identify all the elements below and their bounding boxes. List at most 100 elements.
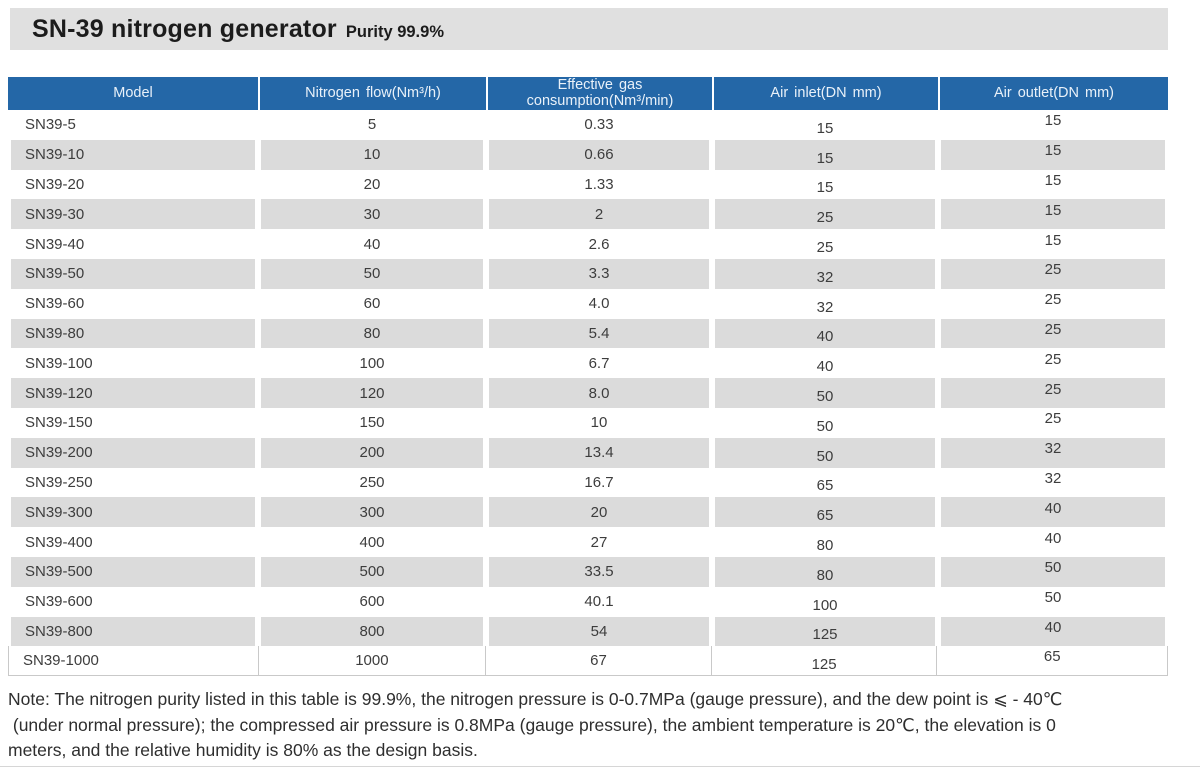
cell-air-inlet: 100 <box>712 586 938 617</box>
cell-air-inlet: 80 <box>712 556 938 587</box>
header-consumption: Effective gas consumption(Nm³/min) <box>486 77 712 110</box>
cell-air-outlet: 65 <box>937 646 1168 676</box>
cell-model: SN39-60 <box>8 288 258 319</box>
cell-model: SN39-250 <box>8 467 258 498</box>
cell-consumption: 6.7 <box>486 348 712 379</box>
table-row: SN39-600 600 40.1 100 50 <box>8 586 1168 617</box>
cell-consumption: 4.0 <box>486 288 712 319</box>
cell-air-inlet: 15 <box>712 169 938 200</box>
table-row: SN39-150 150 10 50 25 <box>8 407 1168 438</box>
cell-air-outlet: 25 <box>938 348 1168 379</box>
table-row: SN39-5 5 0.33 15 15 <box>8 110 1168 140</box>
cell-flow: 1000 <box>258 646 487 676</box>
cell-consumption: 13.4 <box>486 437 712 468</box>
page-title: SN-39 nitrogen generator <box>32 14 337 43</box>
cell-flow: 60 <box>258 288 486 319</box>
cell-air-outlet: 40 <box>938 527 1168 557</box>
table-row: SN39-800 800 54 125 40 <box>8 616 1168 647</box>
table-header-row: Model Nitrogen flow(Nm³/h) Effective gas… <box>8 77 1168 110</box>
cell-air-outlet: 15 <box>938 110 1168 140</box>
cell-air-inlet: 15 <box>712 110 938 140</box>
cell-air-outlet: 32 <box>938 437 1168 468</box>
cell-air-inlet: 25 <box>712 229 938 259</box>
cell-air-inlet: 125 <box>712 616 938 647</box>
cell-consumption: 5.4 <box>486 318 712 349</box>
cell-model: SN39-600 <box>8 586 258 617</box>
cell-consumption: 3.3 <box>486 258 712 289</box>
cell-model: SN39-200 <box>8 437 258 468</box>
cell-model: SN39-120 <box>8 378 258 408</box>
cell-flow: 120 <box>258 378 486 408</box>
cell-consumption: 0.33 <box>486 110 712 140</box>
cell-air-outlet: 25 <box>938 288 1168 319</box>
cell-consumption: 8.0 <box>486 378 712 408</box>
cell-consumption: 2 <box>486 199 712 230</box>
cell-air-inlet: 25 <box>712 199 938 230</box>
spec-table: Model Nitrogen flow(Nm³/h) Effective gas… <box>8 77 1168 677</box>
table-row: SN39-200 200 13.4 50 32 <box>8 437 1168 468</box>
cell-consumption: 27 <box>486 527 712 557</box>
cell-air-outlet: 25 <box>938 318 1168 349</box>
cell-model: SN39-300 <box>8 497 258 528</box>
cell-air-outlet: 15 <box>938 199 1168 230</box>
cell-air-inlet: 50 <box>712 437 938 468</box>
cell-air-outlet: 40 <box>938 497 1168 528</box>
cell-model: SN39-500 <box>8 556 258 587</box>
cell-model: SN39-10 <box>8 139 258 170</box>
cell-flow: 600 <box>258 586 486 617</box>
cell-air-inlet: 80 <box>712 527 938 557</box>
table-row: SN39-250 250 16.7 65 32 <box>8 467 1168 498</box>
cell-flow: 100 <box>258 348 486 379</box>
cell-air-outlet: 25 <box>938 407 1168 438</box>
cell-air-inlet: 15 <box>712 139 938 170</box>
cell-flow: 500 <box>258 556 486 587</box>
cell-flow: 250 <box>258 467 486 498</box>
cell-model: SN39-80 <box>8 318 258 349</box>
cell-consumption: 1.33 <box>486 169 712 200</box>
cell-consumption: 33.5 <box>486 556 712 587</box>
cell-air-inlet: 40 <box>712 318 938 349</box>
table-body: SN39-5 5 0.33 15 15 SN39-10 10 0.66 15 1… <box>8 110 1168 677</box>
cell-flow: 800 <box>258 616 486 647</box>
cell-model: SN39-40 <box>8 229 258 259</box>
cell-air-inlet: 50 <box>712 378 938 408</box>
cell-air-inlet: 32 <box>712 258 938 289</box>
cell-model: SN39-800 <box>8 616 258 647</box>
cell-flow: 5 <box>258 110 486 140</box>
cell-air-inlet: 32 <box>712 288 938 319</box>
cell-flow: 80 <box>258 318 486 349</box>
cell-flow: 10 <box>258 139 486 170</box>
cell-model: SN39-150 <box>8 407 258 438</box>
cell-model: SN39-100 <box>8 348 258 379</box>
cell-air-outlet: 50 <box>938 586 1168 617</box>
title-bar: SN-39 nitrogen generator Purity 99.9% <box>10 8 1168 50</box>
cell-air-inlet: 65 <box>712 497 938 528</box>
table-row: SN39-60 60 4.0 32 25 <box>8 288 1168 319</box>
cell-flow: 200 <box>258 437 486 468</box>
cell-flow: 40 <box>258 229 486 259</box>
cell-model: SN39-20 <box>8 169 258 200</box>
purity-label: Purity 99.9% <box>345 22 444 41</box>
cell-air-outlet: 25 <box>938 258 1168 289</box>
table-row: SN39-10 10 0.66 15 15 <box>8 139 1168 170</box>
cell-air-inlet: 40 <box>712 348 938 379</box>
cell-consumption: 54 <box>486 616 712 647</box>
header-model: Model <box>113 84 153 101</box>
cell-flow: 50 <box>258 258 486 289</box>
cell-air-outlet: 15 <box>938 229 1168 259</box>
table-row: SN39-40 40 2.6 25 15 <box>8 229 1168 259</box>
cell-model: SN39-30 <box>8 199 258 230</box>
cell-air-inlet: 50 <box>712 407 938 438</box>
note-text: Note: The nitrogen purity listed in this… <box>8 689 1063 760</box>
cell-air-outlet: 15 <box>938 169 1168 200</box>
table-row: SN39-100 100 6.7 40 25 <box>8 348 1168 379</box>
table-row: SN39-300 300 20 65 40 <box>8 497 1168 528</box>
cell-air-inlet: 125 <box>711 646 938 676</box>
header-air-outlet: Air outlet(DN mm) <box>938 77 1168 110</box>
cell-flow: 400 <box>258 527 486 557</box>
cell-model: SN39-1000 <box>9 646 259 676</box>
table-row: SN39-50 50 3.3 32 25 <box>8 258 1168 289</box>
table-row: SN39-30 30 2 25 15 <box>8 199 1168 230</box>
cell-air-outlet: 15 <box>938 139 1168 170</box>
cell-model: SN39-400 <box>8 527 258 557</box>
